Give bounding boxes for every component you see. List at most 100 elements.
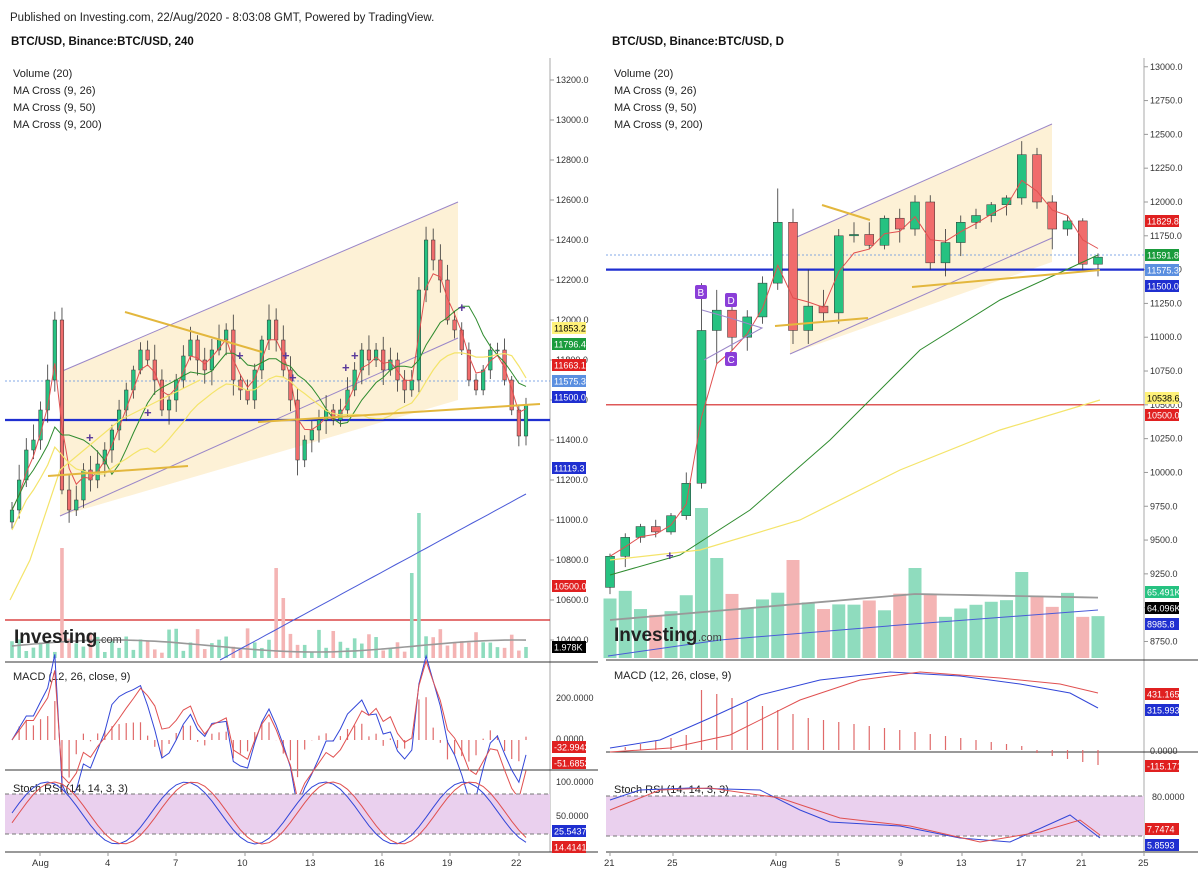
volume-bar [1045,606,1059,658]
price-tick-label: 11250.0 [1150,298,1182,308]
investing-logo: Investing [14,627,97,648]
candle-body [167,399,172,411]
x-tick-label: Aug [770,858,787,869]
price-label-tag [1145,586,1179,598]
candle-body [635,526,646,538]
volume-bar [409,573,414,658]
candle-body [209,349,214,371]
price-channel [60,202,458,516]
price-label-text: 7.7474 [1147,825,1175,835]
candle-body [466,349,471,381]
indicator-legend: Volume (20) [13,68,72,80]
candle-body [481,369,486,391]
macd-tick: 0.0000 [556,734,584,744]
price-tick-label: 10600.0 [556,595,589,605]
price-label-tag [1145,688,1179,700]
volume-bar [124,636,129,658]
volume-ma-line [11,639,527,653]
ma-cross-marker: + [144,405,152,420]
candle-body [452,319,457,331]
candle-body [666,515,676,533]
volume-bar [167,629,171,658]
candle-body [402,379,407,391]
price-tick-label: 10800.0 [556,555,589,565]
candle-body [409,379,414,391]
price-label-tag [552,322,586,334]
candle-body [834,235,844,314]
volume-bar [310,651,314,658]
macd-tick: 0.0000 [1150,746,1178,756]
chart-4h-pane: BTC/USD, Binance:BTC/USD, 240 13200.0 1300… [5,36,598,869]
ma-9-line [11,273,527,511]
volume-bar [402,651,407,658]
stoch-tick: 80.0000 [1152,792,1185,802]
price-tick-label: 11400.0 [556,435,588,445]
volume-bar [267,639,271,658]
price-label-text: 5.8593 [1147,841,1175,851]
candle-body [516,409,521,437]
candle-body [1032,154,1042,203]
candle-body [188,339,193,357]
price-label-text: 11591.8 [1147,251,1179,261]
ma-26-line [11,305,527,511]
volume-bar [1000,600,1013,658]
indicator-legend: MA Cross (9, 26) [13,85,96,97]
volume-bar [832,604,846,658]
candle-body [345,389,350,411]
price-label-text: -51.6853 [554,759,590,769]
chart-title: BTC/USD, Binance:BTC/USD, 240 [11,36,194,48]
volume-bar [431,637,435,658]
x-tick-label: 16 [374,858,385,869]
x-tick-label: 13 [305,858,316,869]
candle-body [727,309,737,338]
candle-body [309,429,314,441]
indicator-legend: MA Cross (9, 26) [614,85,697,97]
x-tick-label: 22 [511,858,522,869]
volume-bar [445,645,450,658]
candle-body [302,439,307,461]
pattern-label-tag [725,352,737,366]
volume-ma-line [609,593,1099,621]
pattern-label-text: D [728,296,735,307]
price-label-tag [1145,704,1179,716]
x-tick-label: 25 [667,858,678,869]
candle-body [925,201,935,264]
price-label-text: 11500.0 [1147,282,1179,292]
volume-bar [24,650,29,658]
volume-bar [893,593,907,658]
trendline-gold [47,465,189,477]
candle-body [473,379,479,391]
candle-body [803,305,813,331]
candle-body [138,349,143,371]
volume-bar [517,650,521,658]
stoch-tick: 50.0000 [556,811,589,821]
price-label-tag [1145,280,1179,292]
volume-bar [238,649,243,658]
volume-bar [210,643,214,658]
candle-body [818,305,829,314]
price-tick-label: 13000.0 [556,115,589,125]
candle-body [986,204,996,216]
volume-bar [695,508,708,658]
volume-bar [817,609,830,658]
volume-bar [10,641,14,658]
candle-body [910,201,920,230]
investing-logo: Investing [614,625,697,646]
volume-bar [374,637,378,658]
price-label-text: -115.1717 [1147,762,1187,772]
trendline-gold [124,311,263,353]
candle-body [971,215,981,223]
bdc-pattern [701,309,764,361]
volume-bar [260,647,264,658]
price-tick-label: 12600.0 [556,195,589,205]
candle-body [252,369,257,401]
volume-bar [509,634,514,658]
price-tick-label: 12800.0 [556,155,589,165]
stoch-tick: 100.0000 [556,777,594,787]
stoch-title: Stoch RSI (14, 14, 3, 3) [13,783,128,795]
ma-cross-marker: + [351,348,359,363]
stoch-d-line [11,781,527,845]
price-tick-label: 10000.0 [1150,467,1183,477]
volume-bar [281,598,286,658]
price-label-tag [552,338,586,350]
